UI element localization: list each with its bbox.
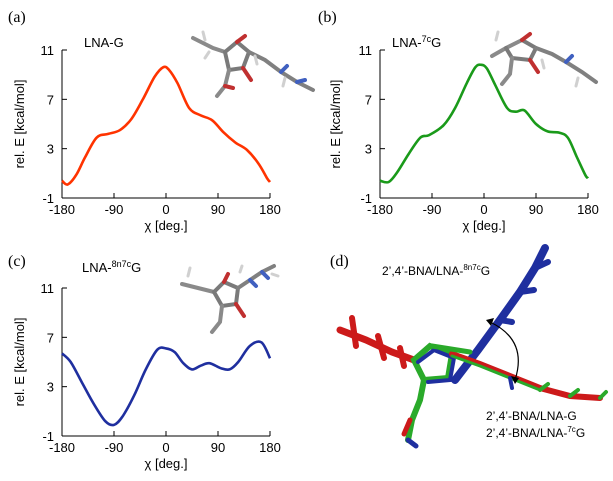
y-tick-label-b: 11 <box>359 43 373 58</box>
y-tick-label-c: 11 <box>41 281 55 296</box>
x-axis-label-c: χ [deg.] <box>145 456 188 471</box>
x-tick-label-b: 180 <box>577 202 599 217</box>
x-tick-label-a: 180 <box>259 202 281 217</box>
panel-letter-a: (a) <box>8 9 26 26</box>
chart-title-c-tail: G <box>131 260 141 275</box>
y-tick-label-a: 11 <box>41 43 55 58</box>
y-tick-label-c: 3 <box>47 380 54 395</box>
series-line-c <box>62 342 270 426</box>
x-tick-label-a: -90 <box>105 202 124 217</box>
chart-title-b-main: LNA- <box>392 35 422 50</box>
y-tick-label-b: 7 <box>365 92 372 107</box>
molecule-inset-c <box>182 266 278 332</box>
x-tick-label-c: 0 <box>162 440 169 455</box>
x-tick-label-b: 90 <box>529 202 543 217</box>
y-axis-label-b: rel. E [kcal/mol] <box>328 80 343 169</box>
x-tick-label-a: 90 <box>211 202 225 217</box>
y-tick-label-a: -1 <box>42 191 54 206</box>
y-tick-label-a: 3 <box>47 142 54 157</box>
molecule-inset-b <box>492 32 596 86</box>
annotation-bna-7cg-main: 2’,4’-BNA/LNA- <box>486 426 567 440</box>
chart-title-c: LNA-8n7cG <box>82 259 141 275</box>
y-axis-label-c: rel. E [kcal/mol] <box>12 318 27 407</box>
chart-title-a: LNA-G <box>84 35 124 50</box>
chart-title-b-tail: G <box>431 35 441 50</box>
panel-letter-c: (c) <box>8 253 26 270</box>
x-axis-label-b: χ [deg.] <box>463 218 506 233</box>
x-tick-label-b: -90 <box>423 202 442 217</box>
chart-title-c-sup: 8n7c <box>112 259 132 269</box>
annotation-bna-8n7cg: 2’,4’-BNA/LNA-8n7cG <box>382 263 490 278</box>
annotation-bna-8n7cg-tail: G <box>481 264 490 278</box>
chart-title-c-main: LNA- <box>82 260 112 275</box>
panel-letter-d: (d) <box>330 253 349 270</box>
molecule-inset-a <box>193 32 313 96</box>
x-tick-label-c: 180 <box>259 440 281 455</box>
annotation-bna-8n7cg-sup: 8n7c <box>463 263 480 272</box>
annotation-bna-7cg-sup: 7c <box>567 425 575 434</box>
x-tick-label-a: 0 <box>162 202 169 217</box>
x-tick-label-b: 0 <box>480 202 487 217</box>
panel-letter-b: (b) <box>318 9 337 26</box>
chart-title-b-sup: 7c <box>422 34 432 44</box>
chart-title-b: LNA-7cG <box>392 34 441 50</box>
y-tick-label-b: 3 <box>365 142 372 157</box>
chart-title-a-text: LNA-G <box>84 35 124 50</box>
y-tick-label-a: 7 <box>47 92 54 107</box>
x-tick-label-c: -90 <box>105 440 124 455</box>
y-tick-label-c: 7 <box>47 330 54 345</box>
y-tick-label-c: -1 <box>42 429 54 444</box>
x-tick-label-c: 90 <box>211 440 225 455</box>
y-axis-label-a: rel. E [kcal/mol] <box>12 80 27 169</box>
series-line-a <box>62 67 270 185</box>
annotation-bna-g: 2’,4’-BNA/LNA-G <box>486 409 577 423</box>
annotation-bna-7cg-tail: G <box>576 426 585 440</box>
annotation-bna-8n7cg-main: 2’,4’-BNA/LNA- <box>382 264 463 278</box>
series-line-b <box>380 65 588 183</box>
y-tick-label-b: -1 <box>360 191 372 206</box>
x-axis-label-a: χ [deg.] <box>145 218 188 233</box>
annotation-bna-7cg: 2’,4’-BNA/LNA-7cG <box>486 425 585 440</box>
